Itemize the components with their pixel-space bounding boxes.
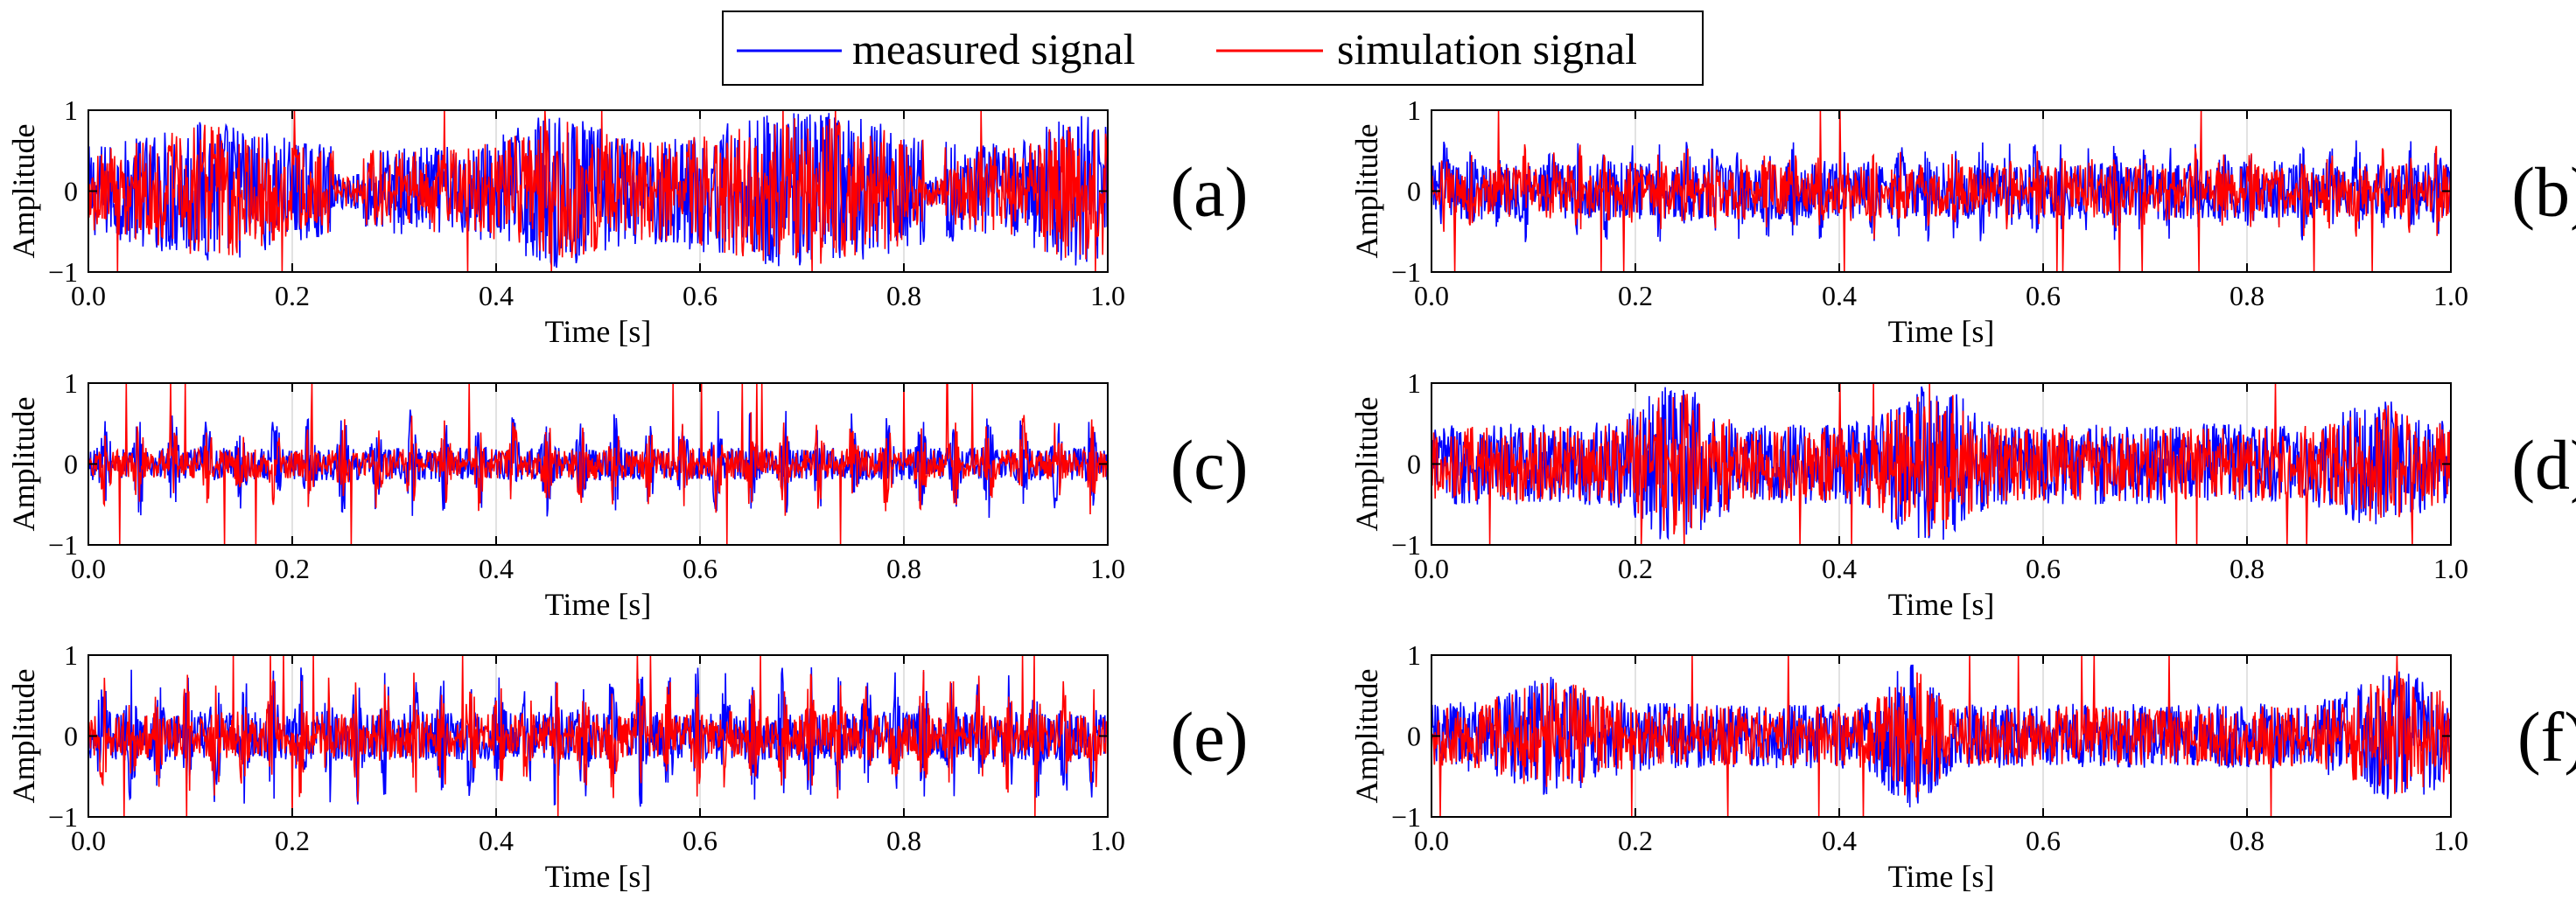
x-tick-label: 0.6 (682, 280, 718, 311)
series-simulation (1431, 382, 2452, 546)
y-axis-label: Amplitude (1349, 124, 1384, 259)
y-tick-label: 0 (1407, 721, 1421, 752)
y-tick-label: −1 (48, 801, 78, 833)
panel-label: (e) (1171, 700, 1249, 777)
x-tick-label: 0.8 (2230, 553, 2264, 584)
x-tick-label: 0.4 (1822, 553, 1857, 584)
series-simulation (88, 382, 1109, 546)
y-tick-label: 1 (1407, 367, 1421, 399)
panel-c: 0.0 0.2 0.4 0.6 0.8 1.0 −1 0 1 Time [s] Amplitude (… (6, 367, 1248, 622)
x-tick-label: 0.6 (682, 825, 718, 856)
panel-e: 0.0 0.2 0.4 0.6 0.8 1.0 −1 0 1 Time [s] Amplitude (… (6, 639, 1248, 894)
x-tick-label: 0.0 (71, 825, 106, 856)
panel-b: 0.0 0.2 0.4 0.6 0.8 1.0 −1 0 1 Time [s] Amplitude (… (1349, 94, 2576, 349)
x-axis-label: Time [s] (1888, 314, 1995, 349)
legend-label-simulation: simulation signal (1337, 24, 1637, 73)
y-axis-label: Amplitude (6, 124, 41, 259)
y-tick-label: −1 (48, 256, 78, 288)
x-axis-label: Time [s] (545, 859, 652, 894)
legend-label-measured: measured signal (852, 24, 1136, 73)
x-tick-label: 0.8 (886, 825, 921, 856)
panel-f: 0.0 0.2 0.4 0.6 0.8 1.0 −1 0 1 Time [s] Amplitude (… (1349, 639, 2576, 894)
panels: 0.0 0.2 0.4 0.6 0.8 1.0 −1 0 1 Time [s] Amplitude (… (6, 94, 2576, 894)
y-tick-label: 1 (64, 367, 78, 399)
y-axis-label: Amplitude (1349, 669, 1384, 804)
y-tick-label: 1 (64, 639, 78, 671)
legend: measured signal simulation signal (722, 10, 1704, 86)
x-tick-label: 0.8 (2230, 825, 2264, 856)
panel-label: (f) (2517, 700, 2576, 777)
x-tick-label: 1.0 (2433, 280, 2468, 311)
y-tick-label: 0 (1407, 449, 1421, 480)
x-tick-label: 0.0 (71, 553, 106, 584)
x-tick-label: 0.0 (1414, 553, 1449, 584)
series-simulation (88, 109, 1109, 273)
y-tick-label: 0 (64, 449, 78, 480)
x-tick-label: 1.0 (1090, 825, 1125, 856)
y-tick-label: −1 (1391, 529, 1421, 561)
x-tick-label: 0.4 (1822, 280, 1857, 311)
x-tick-label: 1.0 (1090, 280, 1125, 311)
x-tick-label: 0.4 (479, 280, 514, 311)
panel-label: (a) (1171, 155, 1249, 232)
x-tick-label: 0.2 (275, 280, 310, 311)
y-tick-label: 0 (1407, 176, 1421, 207)
series-simulation (88, 654, 1109, 818)
y-axis-label: Amplitude (1349, 397, 1384, 532)
x-tick-label: 1.0 (1090, 553, 1125, 584)
x-tick-label: 0.4 (1822, 825, 1857, 856)
x-tick-label: 0.8 (886, 553, 921, 584)
x-tick-label: 0.0 (71, 280, 106, 311)
x-tick-label: 0.4 (479, 553, 514, 584)
x-tick-label: 0.4 (479, 825, 514, 856)
panel-label: (b) (2511, 155, 2576, 232)
y-tick-label: 0 (64, 721, 78, 752)
x-tick-label: 0.2 (1618, 280, 1653, 311)
y-tick-label: −1 (1391, 801, 1421, 833)
x-tick-label: 0.0 (1414, 825, 1449, 856)
x-tick-label: 0.0 (1414, 280, 1449, 311)
x-axis-label: Time [s] (1888, 587, 1995, 622)
y-tick-label: 0 (64, 176, 78, 207)
y-tick-label: 1 (1407, 94, 1421, 126)
y-axis-label: Amplitude (6, 397, 41, 532)
x-tick-label: 1.0 (2433, 553, 2468, 584)
x-tick-label: 0.2 (1618, 553, 1653, 584)
x-tick-label: 0.2 (275, 553, 310, 584)
panel-label: (c) (1171, 428, 1249, 505)
panel-a: 0.0 0.2 0.4 0.6 0.8 1.0 −1 0 1 Time [s] Amplitude (… (6, 94, 1248, 349)
x-tick-label: 0.2 (1618, 825, 1653, 856)
y-axis-label: Amplitude (6, 669, 41, 804)
series-simulation (1431, 109, 2452, 273)
y-tick-label: −1 (1391, 256, 1421, 288)
x-tick-label: 0.2 (275, 825, 310, 856)
x-tick-label: 0.6 (2026, 280, 2061, 311)
x-tick-label: 0.6 (682, 553, 718, 584)
x-tick-label: 0.8 (886, 280, 921, 311)
y-tick-label: 1 (64, 94, 78, 126)
legend-box (722, 10, 1704, 86)
series-simulation (1431, 654, 2452, 818)
panel-label: (d) (2511, 428, 2576, 505)
x-axis-label: Time [s] (545, 314, 652, 349)
x-axis-label: Time [s] (545, 587, 652, 622)
x-tick-label: 0.8 (2230, 280, 2264, 311)
x-tick-label: 0.6 (2026, 825, 2061, 856)
x-tick-label: 1.0 (2433, 825, 2468, 856)
y-tick-label: 1 (1407, 639, 1421, 671)
panel-d: 0.0 0.2 0.4 0.6 0.8 1.0 −1 0 1 Time [s] Amplitude (… (1349, 367, 2576, 622)
x-axis-label: Time [s] (1888, 859, 1995, 894)
series-measured (88, 409, 1109, 519)
y-tick-label: −1 (48, 529, 78, 561)
x-tick-label: 0.6 (2026, 553, 2061, 584)
